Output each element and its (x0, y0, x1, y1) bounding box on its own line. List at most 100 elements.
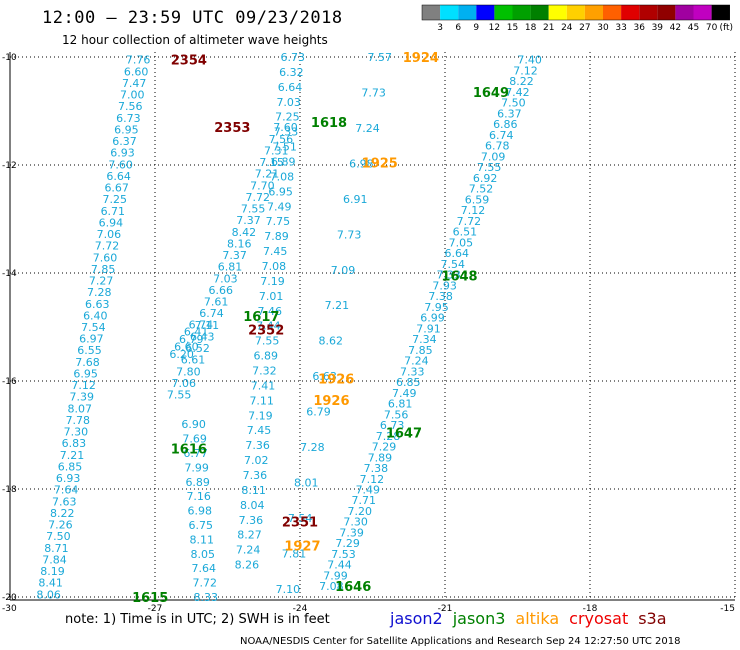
color-swatch (422, 5, 441, 20)
color-swatch (476, 5, 495, 20)
swh-value: 8.01 (294, 477, 319, 490)
swh-value: 6.32 (279, 66, 304, 79)
swh-value: 6.74 (189, 318, 214, 331)
color-swatch (512, 5, 531, 20)
swh-value: 7.09 (331, 264, 356, 277)
swh-value: 7.50 (46, 530, 71, 543)
swh-value: 7.03 (276, 96, 301, 109)
swh-value: 7.54 (81, 321, 106, 334)
swh-value: 7.38 (364, 462, 389, 475)
swh-value: 6.99 (420, 312, 445, 325)
time-tag: 2352 (248, 324, 284, 339)
swh-value: 7.33 (274, 126, 299, 139)
swh-value: 6.63 (312, 370, 337, 383)
time-tag: 2353 (214, 121, 250, 136)
x-tick-label: -30 (2, 604, 17, 614)
footnote: note: 1) Time is in UTC; 2) SWH is in fe… (65, 612, 330, 627)
swh-value: 7.30 (64, 426, 89, 439)
color-swatch (639, 5, 658, 20)
swh-value: 7.36 (239, 514, 264, 527)
swh-value: 8.62 (319, 335, 344, 348)
time-tag: 1924 (403, 51, 439, 66)
swh-value: 7.27 (89, 275, 114, 288)
swh-value: 7.19 (260, 275, 285, 288)
swh-value: 7.55 (167, 389, 192, 402)
time-tag: 1646 (335, 580, 371, 595)
swh-value: 6.85 (58, 460, 83, 473)
chart-subtitle: 12 hour collection of altimeter wave hei… (62, 33, 328, 47)
swh-value: 6.52 (185, 342, 210, 355)
swh-value: 8.42 (232, 226, 257, 239)
swh-value: 7.57 (368, 51, 393, 64)
swh-value: 7.00 (120, 89, 145, 102)
swh-value: 7.76 (126, 54, 151, 67)
colorbar-tick-label: 70 (706, 23, 718, 33)
swh-value: 7.56 (269, 133, 294, 146)
swh-value: 6.59 (465, 193, 490, 206)
colorbar-tick-label: 39 (652, 23, 664, 33)
colorbar-tick-label: 6 (455, 23, 461, 33)
legend-jason3: jason3 (452, 609, 506, 628)
swh-value: 7.56 (384, 408, 409, 421)
time-tag: 1927 (284, 540, 320, 555)
swh-value: 7.85 (91, 263, 116, 276)
swh-value: 7.72 (457, 215, 482, 228)
swh-value: 7.16 (186, 490, 211, 503)
swh-value: 7.44 (327, 559, 352, 572)
swh-value: 6.40 (83, 309, 108, 322)
colorbar-tick-label: 42 (670, 23, 681, 33)
time-tag-labels: 2354 2353 2352 2351 1924 1925 1926 1926 1927 1649… (132, 51, 509, 606)
colorbar-tick-label: 36 (633, 23, 645, 33)
swh-value: 7.52 (469, 183, 494, 196)
swh-value: 7.25 (103, 193, 128, 206)
time-tag: 1648 (441, 270, 477, 285)
swh-value: 7.36 (243, 469, 268, 482)
swh-value: 7.21 (255, 168, 280, 181)
swh-value: 7.64 (191, 562, 216, 575)
colorbar-tick-label: 18 (525, 23, 537, 33)
swh-value: 6.95 (73, 367, 98, 380)
swh-value: 7.50 (501, 97, 526, 110)
axis-tick-labels: -10 -12 -14 -16 -18 -20-30 -27 -24 -21 -18 -15 (2, 53, 735, 614)
swh-value: 8.26 (235, 559, 260, 572)
time-tag: 1647 (386, 426, 422, 441)
swh-value: 7.89 (264, 230, 289, 243)
y-tick-label: -14 (2, 269, 17, 279)
time-tag: 2354 (171, 54, 207, 69)
swh-value: 8.27 (237, 529, 262, 542)
legend-cryosat: cryosat (569, 609, 629, 628)
time-tag: 1649 (473, 86, 509, 101)
swh-value: 6.73 (116, 112, 141, 125)
y-tick-label: -18 (2, 485, 17, 495)
swh-value: 6.79 (179, 333, 204, 346)
y-tick-label: -20 (2, 593, 17, 603)
colorbar-tick-label: 3 (437, 23, 443, 33)
swh-value: 7.31 (264, 144, 289, 157)
swh-value-labels: 7.766.607.477.007.566.736.956.376.937.60… (36, 51, 541, 604)
swh-value: 6.97 (79, 333, 104, 346)
x-tick-label: -24 (293, 604, 308, 614)
swh-value: 8.16 (227, 237, 252, 250)
colorbar-tick-label: 15 (507, 23, 518, 33)
swh-value: 6.64 (278, 81, 303, 94)
time-tag: 1615 (132, 591, 168, 606)
swh-value: 6.89 (271, 156, 296, 169)
colorbar-tick-label: 12 (489, 23, 500, 33)
color-swatch (548, 5, 567, 20)
swh-value: 7.39 (69, 391, 94, 404)
color-swatch (440, 5, 459, 20)
swh-value: 7.02 (244, 454, 269, 467)
swh-value: 6.83 (62, 437, 87, 450)
swh-value: 7.81 (282, 547, 307, 560)
swh-value: 7.05 (449, 236, 474, 249)
swh-value: 7.19 (248, 409, 273, 422)
swh-value: 7.75 (266, 215, 291, 228)
swh-value: 7.44 (256, 320, 281, 333)
swh-value: 7.42 (505, 86, 530, 99)
swh-value: 6.64 (106, 170, 131, 183)
swh-value: 6.89 (185, 476, 210, 489)
y-tick-label: -12 (2, 161, 17, 171)
swh-value: 6.94 (99, 216, 124, 229)
swh-value: 7.60 (273, 121, 298, 134)
swh-value: 7.11 (195, 319, 220, 332)
